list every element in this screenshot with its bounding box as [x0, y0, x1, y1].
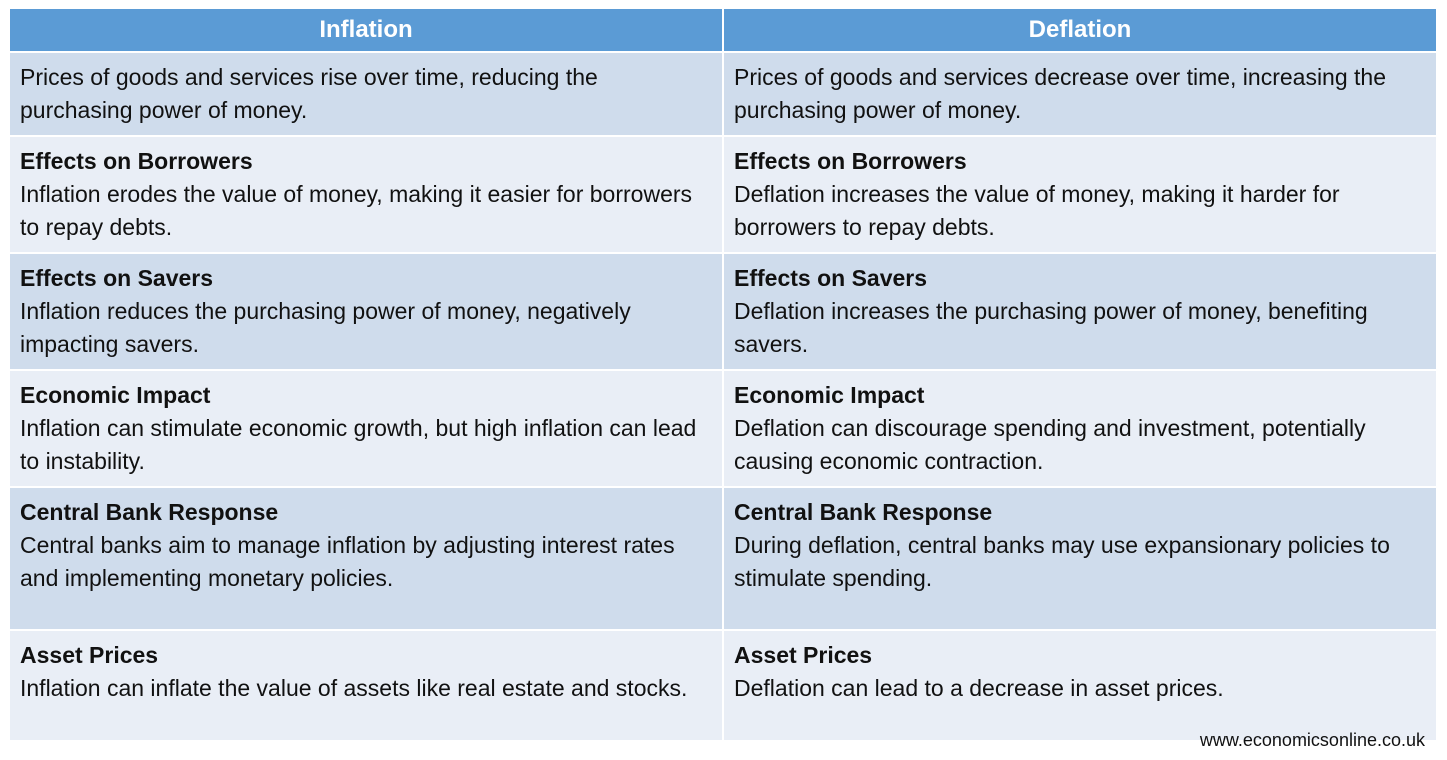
table-row: Effects on Savers Inflation reduces the … [10, 254, 1436, 369]
deflation-cell: Effects on Savers Deflation increases th… [724, 254, 1436, 369]
inflation-text: Inflation erodes the value of money, mak… [20, 181, 693, 240]
table-row: Economic Impact Inflation can stimulate … [10, 371, 1436, 486]
column-header-deflation: Deflation [724, 9, 1436, 51]
deflation-text: During deflation, central banks may use … [734, 532, 1390, 591]
deflation-heading: Effects on Borrowers [734, 148, 967, 174]
inflation-heading: Effects on Borrowers [20, 148, 253, 174]
inflation-text: Central banks aim to manage inflation by… [20, 532, 675, 591]
deflation-text: Deflation increases the value of money, … [734, 181, 1340, 240]
table-header-row: Inflation Deflation [10, 9, 1436, 51]
inflation-text: Inflation can inflate the value of asset… [20, 675, 688, 701]
inflation-heading: Central Bank Response [20, 499, 279, 525]
deflation-cell: Prices of goods and services decrease ov… [724, 53, 1436, 135]
table-row: Prices of goods and services rise over t… [10, 53, 1436, 135]
comparison-table: Inflation Deflation Prices of goods and … [8, 7, 1438, 742]
deflation-text: Prices of goods and services decrease ov… [734, 64, 1386, 123]
inflation-text: Prices of goods and services rise over t… [20, 64, 598, 123]
inflation-cell: Effects on Savers Inflation reduces the … [10, 254, 722, 369]
deflation-heading: Asset Prices [734, 642, 873, 668]
inflation-cell: Asset Prices Inflation can inflate the v… [10, 631, 722, 740]
inflation-heading: Economic Impact [20, 382, 211, 408]
inflation-cell: Central Bank Response Central banks aim … [10, 488, 722, 629]
inflation-text: Inflation can stimulate economic growth,… [20, 415, 697, 474]
deflation-cell: Asset Prices Deflation can lead to a dec… [724, 631, 1436, 740]
deflation-cell: Economic Impact Deflation can discourage… [724, 371, 1436, 486]
inflation-cell: Effects on Borrowers Inflation erodes th… [10, 137, 722, 252]
deflation-heading: Central Bank Response [734, 499, 993, 525]
table-row: Asset Prices Inflation can inflate the v… [10, 631, 1436, 740]
source-url: www.economicsonline.co.uk [1199, 730, 1425, 750]
inflation-heading: Effects on Savers [20, 265, 214, 291]
inflation-cell: Economic Impact Inflation can stimulate … [10, 371, 722, 486]
table-row: Central Bank Response Central banks aim … [10, 488, 1436, 629]
deflation-heading: Economic Impact [734, 382, 925, 408]
inflation-heading: Asset Prices [20, 642, 159, 668]
deflation-cell: Effects on Borrowers Deflation increases… [724, 137, 1436, 252]
deflation-text: Deflation can discourage spending and in… [734, 415, 1366, 474]
deflation-cell: Central Bank Response During deflation, … [724, 488, 1436, 629]
column-header-inflation: Inflation [10, 9, 722, 51]
deflation-heading: Effects on Savers [734, 265, 928, 291]
inflation-cell: Prices of goods and services rise over t… [10, 53, 722, 135]
table-row: Effects on Borrowers Inflation erodes th… [10, 137, 1436, 252]
deflation-text: Deflation increases the purchasing power… [734, 298, 1368, 357]
deflation-text: Deflation can lead to a decrease in asse… [734, 675, 1224, 701]
inflation-text: Inflation reduces the purchasing power o… [20, 298, 631, 357]
